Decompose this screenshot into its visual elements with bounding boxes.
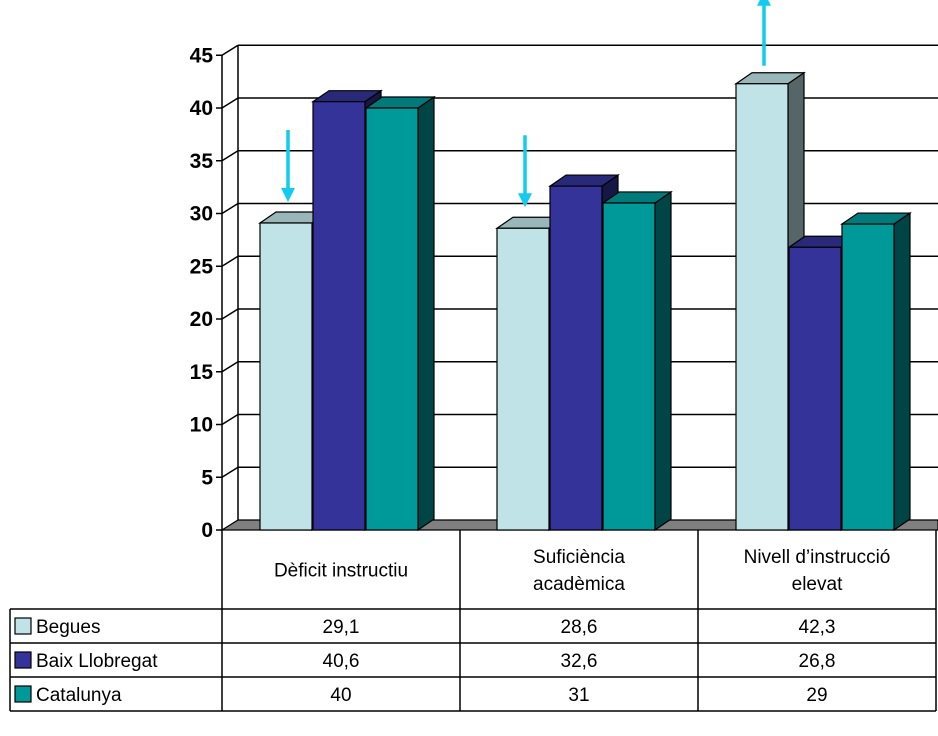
bar-side <box>893 211 911 532</box>
bar-front <box>841 223 895 531</box>
table-cell: 31 <box>568 685 589 706</box>
gridline-side <box>221 413 239 426</box>
arrow-down-icon <box>281 129 295 202</box>
bar <box>840 211 912 532</box>
series-label: Baix Llobregat <box>36 651 158 672</box>
y-tick-label: 0 <box>201 519 213 542</box>
category-label-line: Nivell d’instrucció <box>744 547 891 568</box>
y-tick-label: 20 <box>190 308 213 331</box>
table-cell: 29,1 <box>323 617 360 638</box>
arrow-head <box>281 187 295 202</box>
category-label: Suficiència acadèmica <box>533 547 625 595</box>
arrow-down-icon <box>518 135 532 208</box>
bar-front <box>496 227 550 531</box>
table-cell: 29 <box>806 685 827 706</box>
category-label-line: Suficiència <box>533 547 625 568</box>
gridline-side <box>221 255 239 267</box>
table-cell: 40,6 <box>323 651 360 672</box>
category-label-line: Dèficit instructiu <box>274 561 408 582</box>
bar <box>601 190 673 532</box>
gridline-side <box>221 150 239 162</box>
y-tick-label: 25 <box>190 255 214 278</box>
gridline-side <box>221 97 239 109</box>
bar-front <box>365 107 419 531</box>
gridline-side <box>221 466 239 478</box>
table-cell: 40 <box>330 685 351 706</box>
y-axis: 0 5 10 15 20 25 30 35 40 45 <box>190 44 223 542</box>
legend-swatch <box>14 685 32 703</box>
category-label-line: acadèmica <box>533 574 625 595</box>
table-row: Begues 29,1 28,6 42,3 <box>14 617 836 638</box>
gridline-side <box>221 202 239 215</box>
bar-side <box>654 190 672 532</box>
y-tick-label: 5 <box>201 466 213 489</box>
gridline-side <box>221 308 239 320</box>
data-table: Dèficit instructiu Suficiència acadèmica Ni… <box>9 530 937 712</box>
bar-front <box>602 202 656 531</box>
arrow-head <box>757 0 771 6</box>
arrow-head <box>518 193 532 208</box>
bar-side <box>417 95 435 532</box>
arrow-up-icon <box>757 0 771 66</box>
table-cell: 28,6 <box>561 617 598 638</box>
bar <box>364 95 436 532</box>
bar-front <box>735 83 789 531</box>
y-tick-label: 10 <box>190 414 213 437</box>
y-tick-label: 45 <box>190 44 214 67</box>
table-row: Baix Llobregat 40,6 32,6 26,8 <box>14 651 836 672</box>
category-label: Nivell d’instrucció elevat <box>744 547 891 595</box>
bar-front <box>549 185 603 531</box>
category-label: Dèficit instructiu <box>274 561 408 582</box>
y-tick-label: 30 <box>190 203 213 226</box>
gridline-side <box>221 44 239 56</box>
y-tick-label: 15 <box>190 361 214 384</box>
table-cell: 26,8 <box>799 651 836 672</box>
annotations <box>281 0 771 208</box>
category-label-line: elevat <box>792 574 843 595</box>
table-cell: 42,3 <box>799 617 836 638</box>
table-row: Catalunya 40 31 29 <box>14 685 828 706</box>
legend-swatch <box>14 617 32 635</box>
gridline-side <box>221 361 239 373</box>
y-tick-label: 40 <box>190 97 213 120</box>
bar-front <box>259 222 313 531</box>
bar-front <box>788 246 842 531</box>
bars <box>258 71 912 532</box>
series-label: Catalunya <box>36 685 122 706</box>
legend-swatch <box>14 651 32 669</box>
bar <box>734 71 806 532</box>
bar-front <box>312 101 366 531</box>
y-tick-label: 35 <box>190 150 214 173</box>
series-label: Begues <box>36 617 100 638</box>
table-cell: 32,6 <box>561 651 598 672</box>
